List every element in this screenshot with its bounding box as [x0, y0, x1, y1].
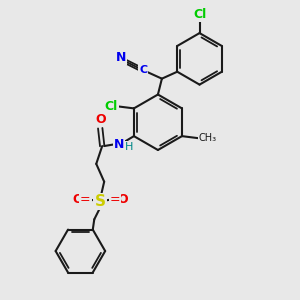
Text: O: O — [95, 113, 106, 126]
Text: S: S — [95, 194, 106, 209]
Text: =: = — [80, 193, 91, 206]
Text: N: N — [114, 138, 124, 151]
Text: Cl: Cl — [104, 100, 118, 113]
Text: N: N — [116, 51, 127, 64]
Text: =: = — [110, 193, 120, 206]
Text: O: O — [72, 193, 83, 206]
Text: CH₃: CH₃ — [199, 133, 217, 143]
Text: H: H — [125, 142, 133, 152]
Text: O: O — [118, 193, 128, 206]
Text: Cl: Cl — [193, 8, 206, 21]
Text: C: C — [139, 65, 147, 75]
